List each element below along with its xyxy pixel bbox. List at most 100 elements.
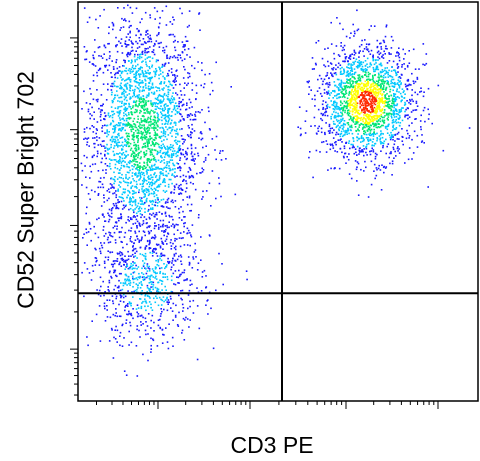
event-dot bbox=[127, 189, 129, 192]
event-dot bbox=[204, 121, 206, 124]
event-dot bbox=[364, 107, 367, 109]
event-dot bbox=[394, 108, 397, 110]
event-dot bbox=[385, 112, 388, 115]
event-dot bbox=[94, 142, 96, 145]
event-dot bbox=[145, 188, 147, 190]
event-dot bbox=[184, 216, 186, 218]
event-dot bbox=[104, 320, 107, 322]
event-dot bbox=[404, 103, 407, 105]
event-dot bbox=[91, 114, 93, 117]
event-dot bbox=[175, 152, 177, 155]
event-dot bbox=[141, 100, 144, 102]
event-dot bbox=[327, 65, 330, 67]
event-dot bbox=[134, 53, 136, 56]
event-dot bbox=[193, 153, 196, 156]
event-dot bbox=[123, 200, 125, 202]
event-dot bbox=[125, 91, 127, 93]
event-dot bbox=[371, 117, 373, 120]
event-dot bbox=[156, 112, 158, 114]
event-dot bbox=[186, 278, 188, 280]
event-dot bbox=[125, 174, 127, 176]
event-dot bbox=[89, 117, 91, 120]
event-dot bbox=[416, 78, 419, 80]
event-dot bbox=[185, 175, 187, 178]
event-dot bbox=[144, 317, 147, 320]
event-dot bbox=[148, 121, 151, 123]
event-dot bbox=[160, 113, 163, 115]
event-dot bbox=[168, 118, 171, 120]
event-dot bbox=[367, 90, 369, 93]
event-dot bbox=[134, 173, 136, 175]
event-dot bbox=[146, 197, 148, 200]
event-dot bbox=[332, 147, 335, 149]
event-dot bbox=[356, 83, 358, 85]
event-dot bbox=[198, 12, 201, 14]
event-dot bbox=[136, 311, 138, 314]
event-dot bbox=[367, 87, 369, 90]
event-dot bbox=[365, 102, 368, 104]
event-dot bbox=[355, 121, 357, 123]
event-dot bbox=[172, 201, 174, 204]
event-dot bbox=[113, 113, 116, 115]
event-dot bbox=[405, 85, 407, 88]
event-dot bbox=[406, 114, 408, 117]
event-dot bbox=[161, 114, 164, 117]
event-dot bbox=[192, 119, 194, 121]
event-dot bbox=[377, 126, 380, 128]
event-dot bbox=[140, 105, 142, 107]
event-dot bbox=[343, 123, 345, 125]
event-dot bbox=[380, 83, 382, 85]
event-dot bbox=[148, 181, 150, 184]
event-dot bbox=[334, 84, 336, 87]
event-dot bbox=[146, 276, 148, 279]
event-dot bbox=[124, 123, 126, 126]
event-dot bbox=[186, 116, 189, 118]
event-dot bbox=[136, 215, 139, 217]
event-dot bbox=[343, 68, 345, 71]
event-dot bbox=[130, 218, 132, 220]
event-dot bbox=[130, 97, 132, 99]
event-dot bbox=[109, 234, 111, 236]
event-dot bbox=[165, 174, 168, 177]
event-dot bbox=[135, 160, 137, 163]
event-dot bbox=[390, 109, 392, 112]
event-dot bbox=[128, 229, 130, 232]
event-dot bbox=[356, 102, 359, 105]
event-dot bbox=[132, 271, 135, 274]
event-dot bbox=[132, 159, 134, 162]
event-dot bbox=[425, 62, 428, 65]
event-dot bbox=[401, 140, 404, 142]
event-dot bbox=[160, 105, 162, 107]
event-dot bbox=[344, 105, 347, 108]
event-dot bbox=[366, 100, 369, 103]
event-dot bbox=[150, 230, 152, 232]
event-dot bbox=[171, 159, 174, 161]
event-dot bbox=[399, 111, 402, 113]
event-dot bbox=[127, 143, 129, 145]
event-dot bbox=[349, 55, 352, 58]
event-dot bbox=[122, 301, 125, 303]
event-dot bbox=[126, 259, 128, 261]
event-dot bbox=[141, 284, 143, 286]
event-dot bbox=[177, 163, 180, 165]
event-dot bbox=[189, 181, 192, 184]
event-dot bbox=[156, 34, 158, 37]
event-dot bbox=[338, 89, 340, 92]
event-dot bbox=[180, 152, 182, 154]
event-dot bbox=[372, 101, 375, 103]
event-dot bbox=[125, 204, 127, 206]
event-dot bbox=[132, 156, 135, 158]
event-dot bbox=[403, 63, 405, 65]
event-dot bbox=[127, 124, 130, 126]
event-dot bbox=[145, 135, 147, 138]
event-dot bbox=[122, 88, 125, 91]
event-dot bbox=[178, 97, 181, 99]
event-dot bbox=[187, 114, 190, 116]
event-dot bbox=[106, 309, 108, 311]
event-dot bbox=[109, 162, 111, 165]
event-dot bbox=[386, 125, 389, 128]
event-dot bbox=[162, 179, 165, 181]
event-dot bbox=[122, 188, 125, 190]
event-dot bbox=[108, 231, 110, 234]
event-dot bbox=[114, 225, 116, 227]
